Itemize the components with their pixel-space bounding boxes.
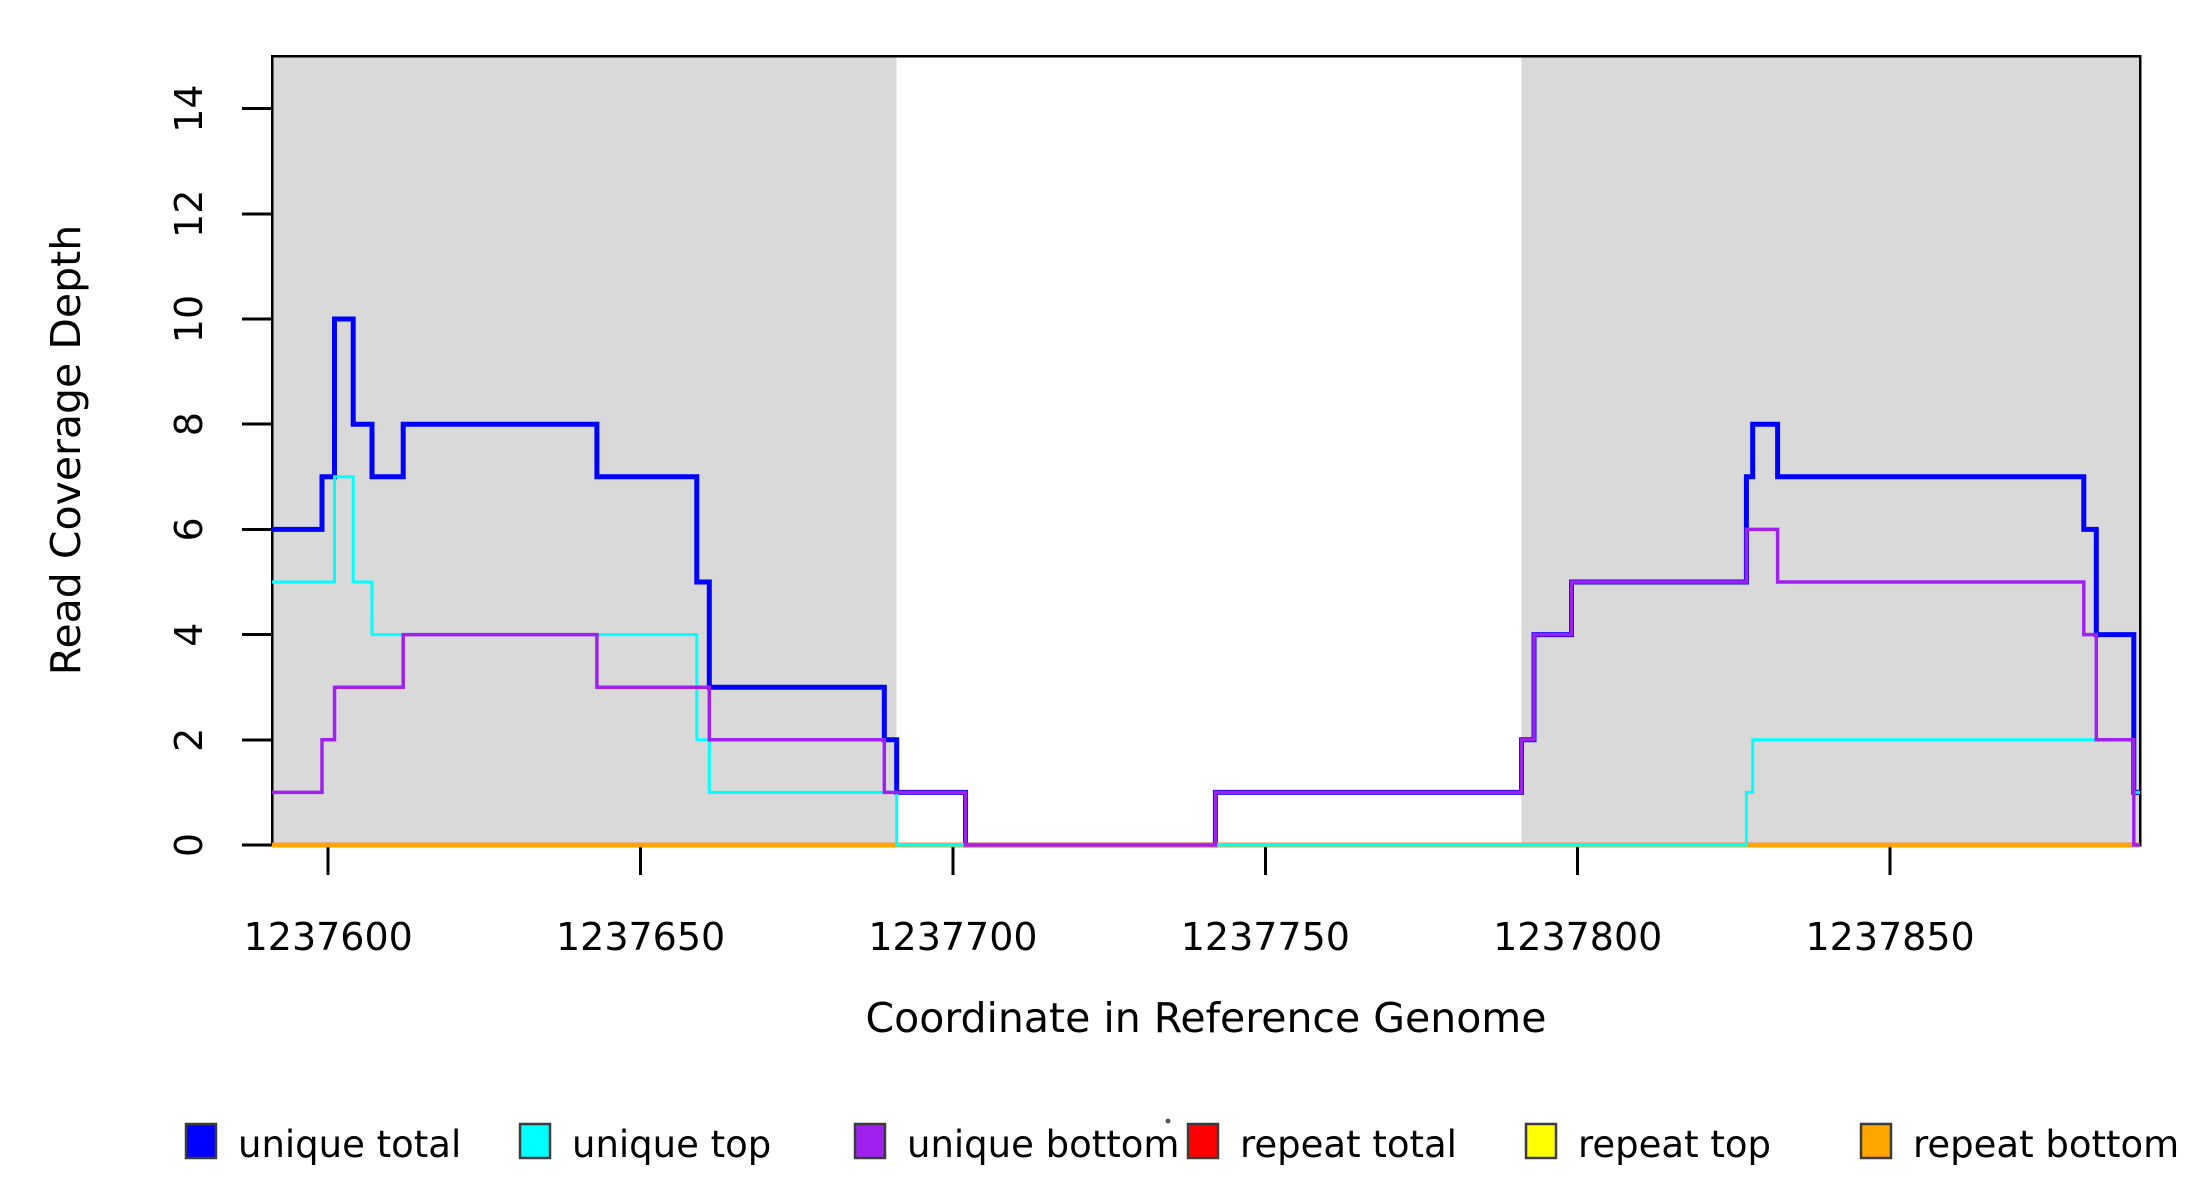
legend-item-repeat-bottom: repeat bottom (1859, 1122, 2179, 1166)
legend-item-repeat-total: repeat total (1186, 1122, 1457, 1166)
y-tick-label: 8 (167, 412, 211, 436)
y-tick-label: 2 (167, 728, 211, 752)
y-tick-label: 12 (167, 190, 211, 238)
legend-item-unique-top: unique top (518, 1122, 771, 1166)
series-line-unique_bottom (272, 527, 2140, 847)
series-layer (272, 316, 2140, 848)
shaded-region (1521, 56, 2140, 845)
legend-item-repeat-top: repeat top (1524, 1122, 1771, 1166)
x-tick-label: 1237700 (868, 915, 1037, 959)
x-tick-label: 1237750 (1181, 915, 1350, 959)
x-tick-label: 1237800 (1493, 915, 1662, 959)
legend-swatch-repeat-top (1524, 1122, 1558, 1160)
legend-label: repeat total (1240, 1123, 1457, 1166)
legend-swatch-repeat-total (1186, 1122, 1220, 1160)
legend-label: unique total (238, 1123, 461, 1166)
legend-label: unique bottom (907, 1123, 1179, 1166)
x-tick-label: 1237600 (244, 915, 413, 959)
shaded-regions-layer (272, 56, 2140, 845)
shaded-region (272, 56, 897, 845)
series-line-unique_top (272, 475, 2140, 847)
legend: unique total unique top unique bottom repea… (184, 1118, 2179, 1166)
stray-dot (1165, 1118, 1171, 1124)
legend-item-unique-bottom: unique bottom (853, 1122, 1179, 1166)
axes-layer: 1237600 1237650 1237700 1237750 1237800 12378… (167, 54, 2142, 959)
x-tick-label: 1237650 (556, 915, 725, 959)
legend-swatch-unique-total (184, 1122, 218, 1160)
legend-swatch-unique-top (518, 1122, 552, 1160)
legend-label: repeat bottom (1913, 1123, 2179, 1166)
x-tick-label: 1237850 (1805, 915, 1974, 959)
x-axis-title: Coordinate in Reference Genome (866, 994, 1547, 1042)
y-axis-title: Read Coverage Depth (42, 225, 90, 675)
y-tick-label: 6 (167, 517, 211, 541)
y-tick-label: 10 (167, 295, 211, 343)
y-tick-label: 14 (167, 84, 211, 132)
legend-swatch-unique-bottom (853, 1122, 887, 1160)
legend-item-unique-total: unique total (184, 1122, 461, 1166)
y-tick-label: 4 (167, 623, 211, 647)
legend-label: unique top (572, 1123, 771, 1166)
legend-swatch-repeat-bottom (1859, 1122, 1893, 1160)
legend-label: repeat top (1578, 1123, 1771, 1166)
y-tick-label: 0 (167, 833, 211, 857)
